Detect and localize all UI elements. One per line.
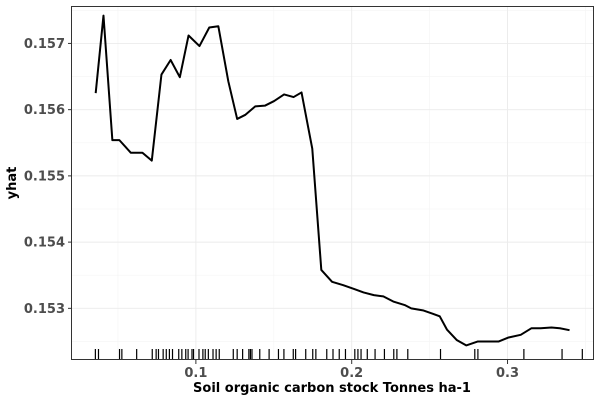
x-tick-label: 0.3 [496,366,519,381]
y-axis-title: yhat [5,167,20,200]
y-tick-label: 0.153 [24,302,65,317]
plot-panel-border [71,6,594,360]
y-tick-label: 0.154 [24,236,65,251]
x-tick-label: 0.2 [340,366,363,381]
series-line [94,14,570,347]
y-tick-label: 0.155 [24,169,65,184]
minor-gridlines-x [117,7,586,360]
rug-marks [94,349,583,359]
major-gridlines-x [195,7,508,360]
minor-gridlines-y [72,10,594,342]
x-axis-title: Soil organic carbon stock Tonnes ha-1 [193,381,471,396]
y-tick-label: 0.156 [24,103,65,118]
major-gridlines-y [72,42,594,309]
x-axis-ticks: 0.1 0.2 0.3 [184,360,519,381]
x-tick-label: 0.1 [184,366,207,381]
y-tick-label: 0.157 [24,37,65,52]
y-axis-ticks: 0.153 0.154 0.155 0.156 0.157 [24,37,72,317]
